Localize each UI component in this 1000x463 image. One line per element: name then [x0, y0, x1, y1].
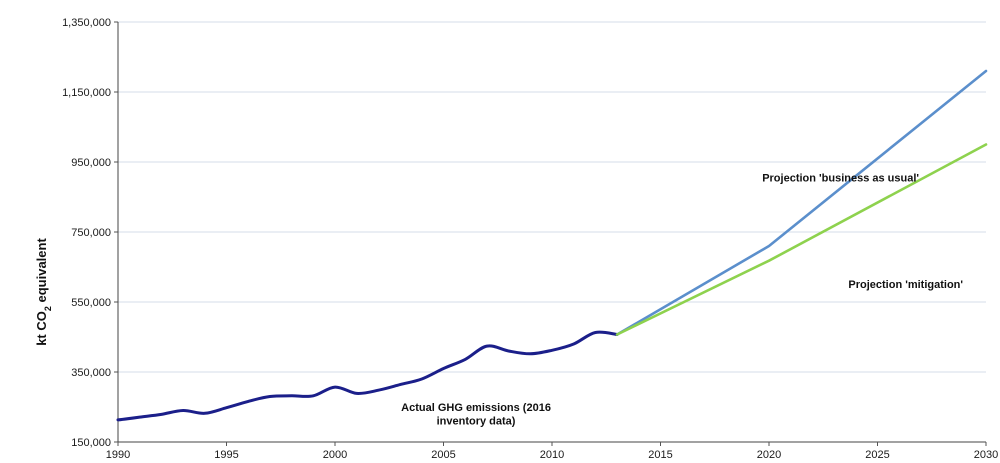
y-tick-label: 950,000	[71, 157, 111, 169]
x-tick-label: 2020	[757, 449, 781, 461]
y-tick-label: 1,150,000	[62, 87, 111, 99]
annotations: Projection 'business as usual' Projection…	[401, 172, 963, 427]
x-tick-label: 2015	[648, 449, 672, 461]
y-tick-label: 550,000	[71, 297, 111, 309]
y-tick-label: 150,000	[71, 437, 111, 449]
y-tick-label: 750,000	[71, 227, 111, 239]
gridlines	[118, 21, 986, 373]
x-tick-labels: 1990 1995 2000 2005 2010 2015 2020 2025 2030	[106, 449, 998, 461]
x-tick-label: 1995	[214, 449, 238, 461]
y-axis-label: kt CO2 equivalent	[34, 238, 53, 346]
series-lines	[116, 69, 988, 422]
x-tick-label: 2025	[865, 449, 889, 461]
x-tick-label: 2000	[323, 449, 347, 461]
annotation-label: Projection 'mitigation'	[848, 279, 963, 291]
x-tick-label: 2030	[974, 449, 998, 461]
y-tick-label: 350,000	[71, 367, 111, 379]
series-line-mitigation	[615, 143, 988, 336]
x-tick-label: 2010	[540, 449, 564, 461]
series-line-actual	[116, 330, 619, 422]
annotation-label: Projection 'business as usual'	[762, 172, 919, 184]
annotation-label: Actual GHG emissions (2016	[401, 402, 551, 414]
y-tick-label: 1,350,000	[62, 17, 111, 29]
x-tick-label: 2005	[431, 449, 455, 461]
y-tick-labels: 150,000 350,000 550,000 750,000 950,000 1,150…	[62, 17, 111, 449]
annotation-label: inventory data)	[437, 416, 516, 428]
x-tick-label: 1990	[106, 449, 130, 461]
axes	[114, 21, 987, 446]
series-line-business-as-usual	[615, 69, 988, 336]
